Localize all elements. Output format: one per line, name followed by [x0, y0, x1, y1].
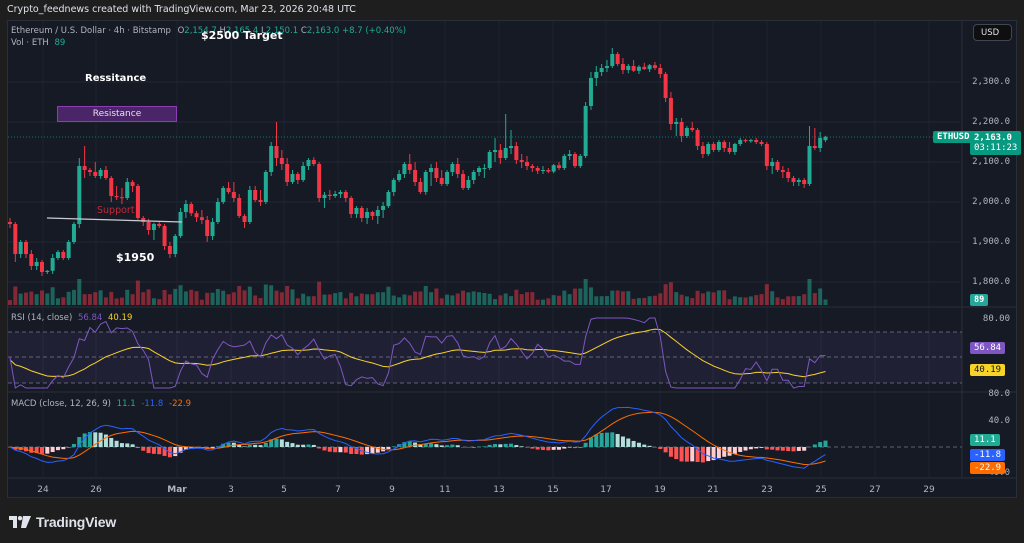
- time-axis-label: 7: [335, 485, 341, 495]
- time-axis-label: Mar: [167, 485, 187, 495]
- watermark-text: Crypto_feednews created with TradingView…: [7, 4, 356, 15]
- rsi-ma-tag: 40.19: [970, 364, 1006, 376]
- time-axis-label: 29: [923, 485, 935, 495]
- last-price-tag: 2,163.0 03:11:23: [970, 131, 1022, 155]
- time-axis-label: 24: [37, 485, 49, 495]
- time-axis-label: 13: [493, 485, 505, 495]
- macd-title: MACD (close, 12, 26, 9): [11, 399, 111, 409]
- rsi-legend[interactable]: RSI (14, close) 56.84 40.19: [11, 313, 132, 323]
- resistance-text-annotation[interactable]: Ressitance: [85, 73, 147, 84]
- rsi-title: RSI (14, close): [11, 313, 73, 323]
- tradingview-logo-icon: [9, 516, 31, 528]
- support-annotation[interactable]: Support: [97, 205, 135, 216]
- bar-countdown: 03:11:23: [974, 143, 1018, 153]
- price-axis-label: 2,000.0: [972, 197, 1010, 207]
- rsi-value: 56.84: [77, 313, 103, 323]
- change-value: +8.7 (+0.40%): [342, 26, 407, 36]
- rsi-value-tag: 56.84: [970, 342, 1006, 354]
- time-axis-label: 15: [547, 485, 559, 495]
- target-annotation[interactable]: $2500 Target: [201, 29, 283, 42]
- time-axis-label: 9: [389, 485, 395, 495]
- time-axis-label: 3: [228, 485, 234, 495]
- price-axis-label: 2,200.0: [972, 117, 1010, 127]
- time-axis-label: 21: [707, 485, 719, 495]
- macd-value-tag: -11.8: [970, 449, 1006, 461]
- symbol-legend[interactable]: Ethereum / U.S. Dollar · 4h · Bitstamp O…: [11, 26, 407, 36]
- time-axis-label: 27: [869, 485, 881, 495]
- macd-histogram-value: 11.1: [116, 399, 136, 409]
- macd-value: -11.8: [141, 399, 164, 409]
- macd-axis-label: 80.0: [988, 389, 1010, 399]
- price-axis-label: 1,900.0: [972, 237, 1010, 247]
- time-axis-label: 11: [439, 485, 451, 495]
- tradingview-brand: TradingView: [36, 514, 117, 530]
- volume-legend[interactable]: Vol · ETH 89: [11, 38, 66, 48]
- symbol-title: Ethereum / U.S. Dollar · 4h · Bitstamp: [11, 26, 171, 36]
- rsi-ma-value: 40.19: [108, 313, 133, 323]
- macd-signal-value: -22.9: [169, 399, 192, 409]
- price-axis-label: 2,300.0: [972, 77, 1010, 87]
- chart-frame[interactable]: [7, 20, 1017, 498]
- macd-histogram-tag: 11.1: [970, 434, 1000, 446]
- open-value: 2,154.7: [184, 26, 217, 36]
- last-price: 2,163.0: [974, 133, 1012, 143]
- macd-signal-tag: -22.9: [970, 462, 1006, 474]
- price-axis-label: 2,100.0: [972, 157, 1010, 167]
- tradingview-logo[interactable]: TradingView: [9, 513, 116, 531]
- close-value: 2,163.0: [306, 26, 340, 36]
- price-axis-label: 1,800.0: [972, 277, 1010, 287]
- resistance-box-annotation[interactable]: Resistance: [57, 106, 177, 122]
- low-value: 2,150.1: [265, 26, 299, 36]
- symbol-price-tag[interactable]: ETHUSD: [933, 131, 974, 143]
- time-axis-label: 25: [815, 485, 827, 495]
- time-axis-label: 19: [654, 485, 666, 495]
- high-value: 2,165.4: [225, 26, 259, 36]
- volume-value: 89: [54, 38, 66, 48]
- macd-axis-label: 40.0: [988, 416, 1010, 426]
- price-1950-annotation[interactable]: $1950: [116, 251, 155, 264]
- volume-tag: 89: [970, 294, 989, 306]
- rsi-axis-label: 80.00: [982, 314, 1010, 324]
- time-axis-label: 23: [761, 485, 773, 495]
- currency-button[interactable]: USD: [973, 24, 1012, 41]
- watermark-bar: Crypto_feednews created with TradingView…: [0, 0, 1024, 20]
- time-axis-label: 5: [281, 485, 287, 495]
- time-axis-label: 26: [90, 485, 102, 495]
- time-axis-label: 17: [600, 485, 612, 495]
- macd-legend[interactable]: MACD (close, 12, 26, 9) 11.1 -11.8 -22.9: [11, 399, 191, 409]
